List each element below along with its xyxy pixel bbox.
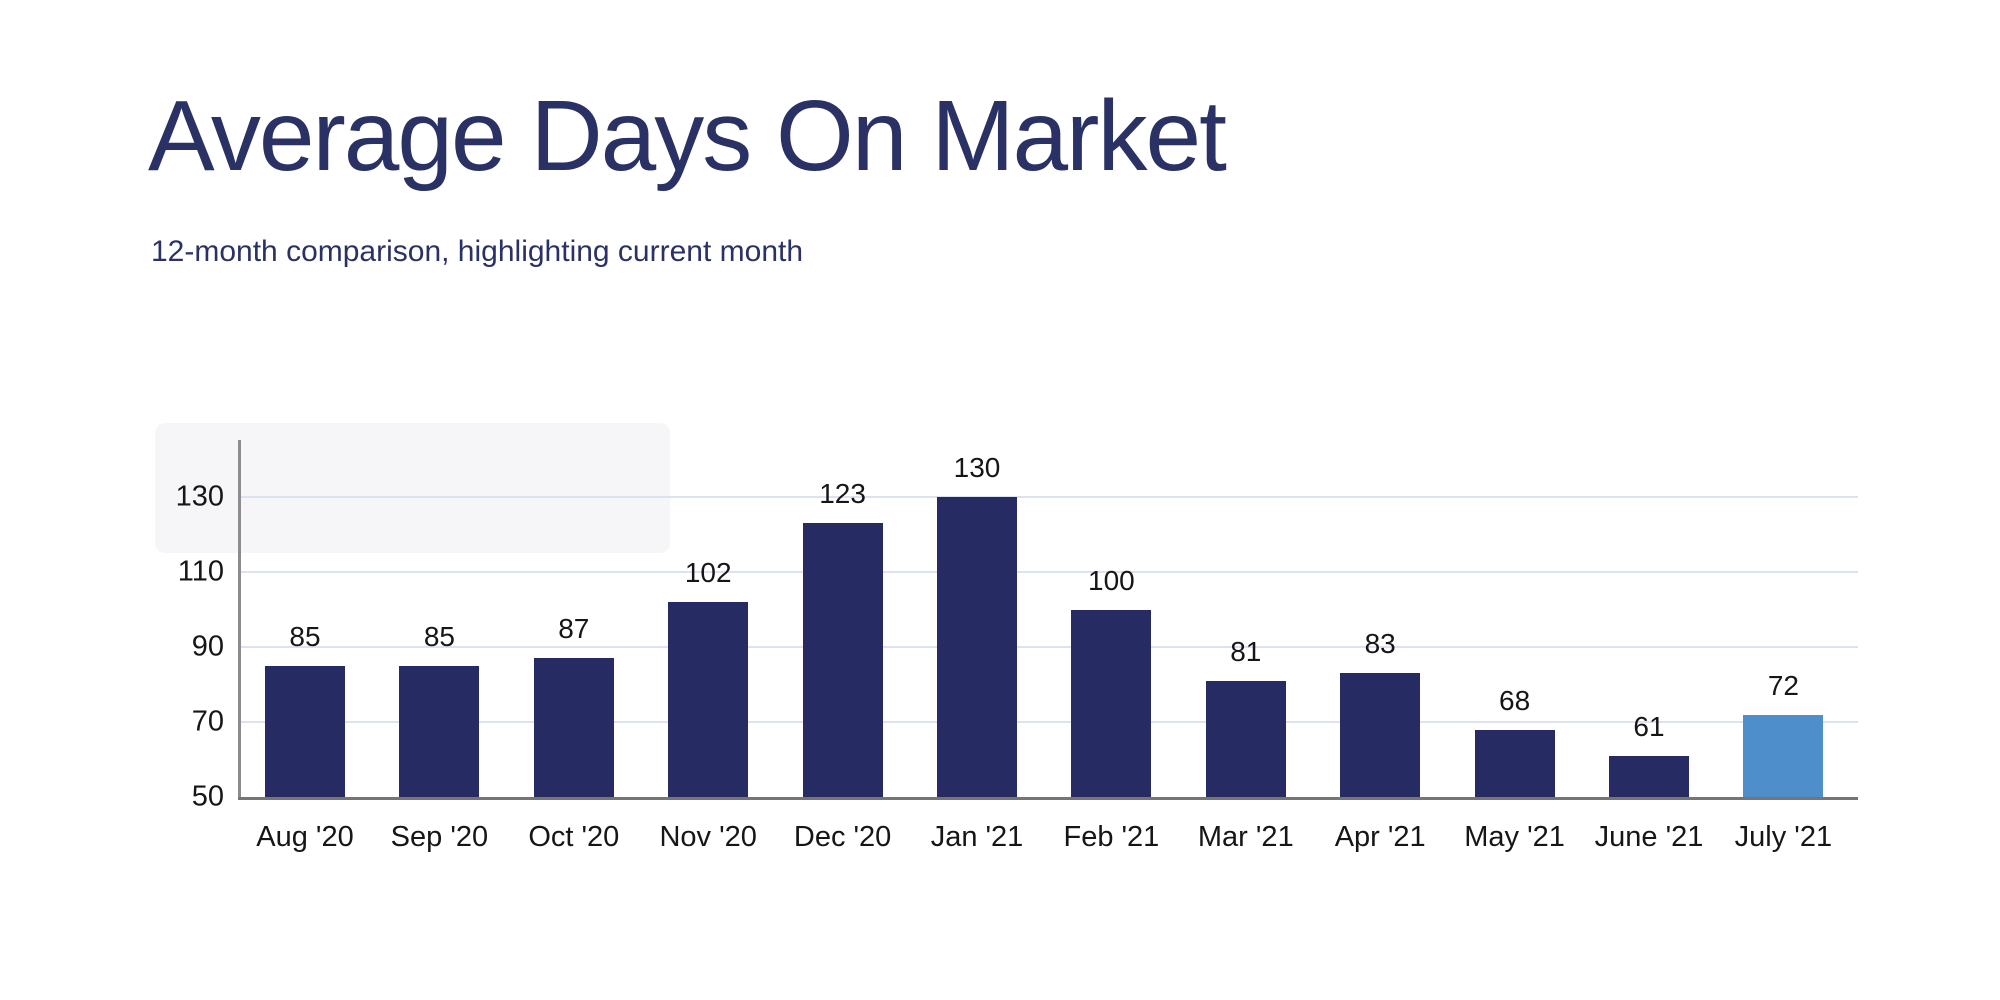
- bar-value-label: 81: [1230, 635, 1262, 667]
- bar-june-21: [1609, 755, 1689, 797]
- bar-oct-20: [533, 658, 614, 797]
- bar-value-label: 123: [819, 478, 866, 510]
- gridline: [238, 496, 1858, 498]
- y-tick-label: 110: [177, 555, 224, 588]
- bar-value-label: 72: [1767, 669, 1799, 701]
- x-axis-label: Mar '21: [1197, 821, 1294, 853]
- gridline: [238, 721, 1858, 723]
- bar-value-label: 100: [1088, 564, 1135, 596]
- bar-value-label: 83: [1364, 628, 1396, 660]
- y-tick-label: 50: [191, 780, 224, 813]
- page-subtitle: 12-month comparison, highlighting curren…: [151, 235, 804, 268]
- bar-value-label: 61: [1633, 710, 1665, 742]
- bar-value-label: 85: [423, 620, 455, 652]
- bar-dec-20: [802, 523, 883, 797]
- page-title: Average Days On Market: [148, 80, 1227, 192]
- x-axis-label: Feb '21: [1063, 821, 1160, 853]
- bar-july-21: [1743, 714, 1824, 797]
- x-axis-line: [238, 797, 1858, 800]
- x-axis-label: Jan '21: [930, 821, 1024, 853]
- x-axis-label: Oct '20: [528, 821, 620, 853]
- y-tick-label: 90: [191, 630, 224, 663]
- x-axis-label: May '21: [1464, 821, 1565, 853]
- x-axis-label: July '21: [1734, 821, 1833, 853]
- bar-mar-21: [1205, 680, 1286, 797]
- y-axis-line: [238, 440, 241, 800]
- bar-sep-20: [399, 665, 480, 797]
- x-axis-label: Apr '21: [1334, 821, 1426, 853]
- bar-feb-21: [1071, 609, 1152, 797]
- x-axis-label: Sep '20: [390, 821, 489, 853]
- bar-jan-21: [937, 497, 1017, 797]
- gridline: [238, 646, 1858, 648]
- bar-value-label: 87: [558, 613, 590, 645]
- bar-value-label: 85: [289, 620, 321, 652]
- bar-value-label: 68: [1499, 684, 1531, 716]
- y-tick-label: 70: [191, 705, 224, 738]
- x-axis-label: Nov '20: [659, 821, 757, 853]
- x-axis-label: June '21: [1594, 821, 1704, 853]
- bar-nov-20: [668, 602, 749, 797]
- bar-may-21: [1474, 729, 1555, 797]
- y-tick-label: 130: [175, 480, 224, 513]
- bar-value-label: 102: [684, 557, 732, 588]
- bar-value-label: 130: [953, 452, 1001, 483]
- gridline: [238, 571, 1858, 573]
- x-axis-label: Aug '20: [256, 821, 354, 853]
- x-axis-label: Dec '20: [793, 821, 892, 853]
- bar-apr-21: [1340, 673, 1421, 797]
- bar-aug-20: [265, 665, 345, 797]
